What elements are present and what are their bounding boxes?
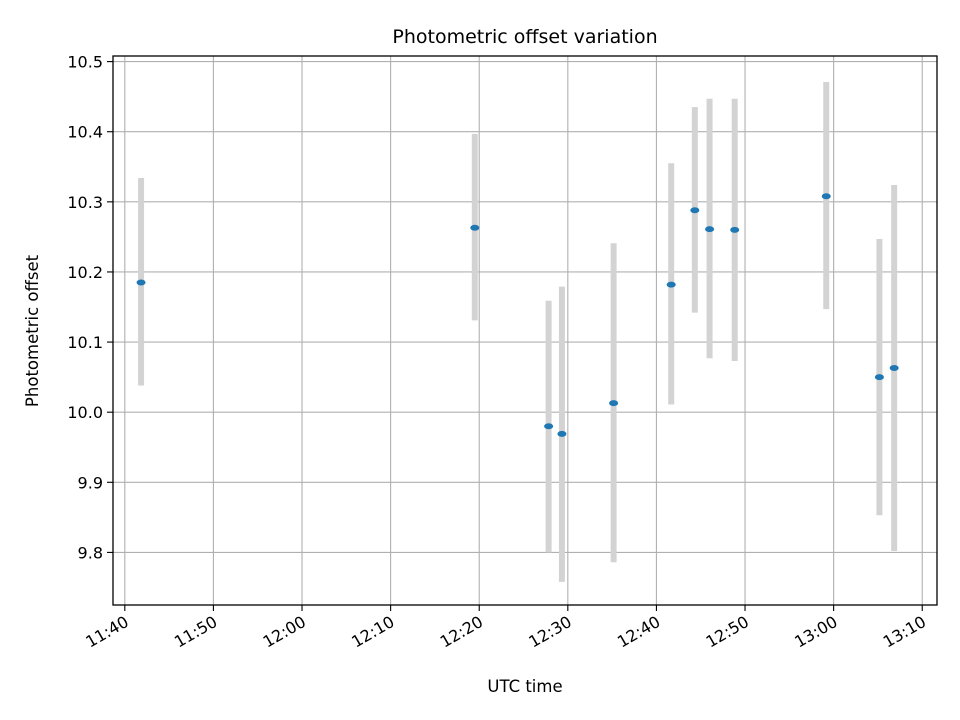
data-point: [821, 193, 831, 200]
y-tick-label: 10.4: [67, 123, 103, 142]
data-point: [690, 207, 700, 214]
data-point: [136, 279, 146, 286]
y-tick-label: 9.9: [78, 473, 103, 492]
data-point: [730, 226, 740, 233]
y-tick-label: 10.3: [67, 193, 103, 212]
data-point: [889, 365, 899, 372]
data-point: [874, 374, 884, 381]
y-tick-label: 10.1: [67, 333, 103, 352]
y-tick-label: 10.0: [67, 403, 103, 422]
data-point: [557, 430, 567, 437]
data-point: [666, 281, 676, 288]
axes-frame: [112, 55, 938, 606]
chart-title: Photometric offset variation: [392, 26, 657, 48]
y-axis-title: Photometric offset: [23, 254, 42, 407]
data-point: [470, 224, 480, 231]
data-point: [609, 400, 619, 407]
data-point: [705, 226, 715, 233]
y-tick-label: 10.2: [67, 263, 103, 282]
x-axis-title: UTC time: [487, 677, 562, 696]
y-tick-label: 9.8: [78, 543, 103, 562]
y-tick-label: 10.5: [67, 53, 103, 72]
data-point: [544, 423, 554, 430]
